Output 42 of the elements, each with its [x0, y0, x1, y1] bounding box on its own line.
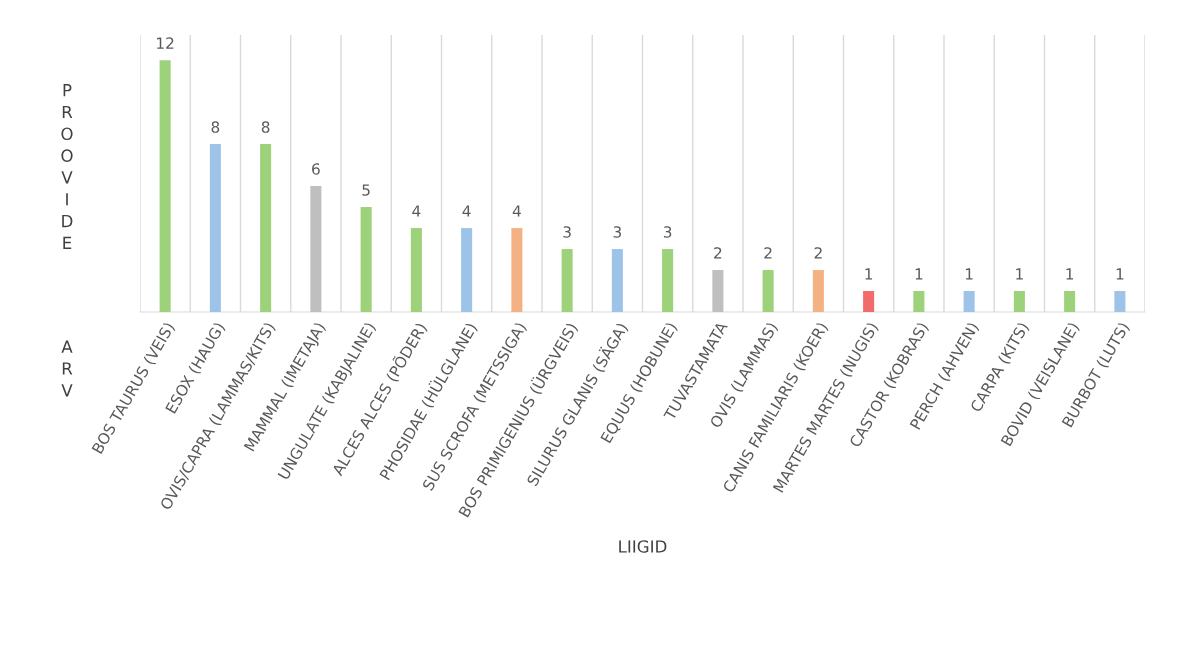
data-label: 4	[512, 205, 521, 217]
bar	[963, 291, 975, 312]
data-label: 1	[865, 268, 873, 280]
data-label: 12	[157, 37, 174, 49]
data-label: 1	[1066, 268, 1074, 280]
data-label: 4	[412, 205, 421, 217]
bar	[561, 249, 573, 312]
bar	[360, 207, 372, 312]
bar	[260, 144, 272, 312]
data-label: 3	[613, 226, 622, 238]
data-label: 8	[261, 121, 270, 133]
x-axis-title: LIIGID	[619, 540, 667, 553]
bar	[209, 144, 221, 312]
bar	[1114, 291, 1126, 312]
bar	[461, 228, 473, 312]
bar	[310, 186, 322, 312]
bar	[913, 291, 925, 312]
bar	[762, 270, 774, 312]
data-label: 4	[462, 205, 471, 217]
bar	[662, 249, 674, 312]
data-label: 6	[312, 163, 320, 175]
data-label: 2	[764, 247, 772, 259]
data-label: 1	[1116, 268, 1124, 280]
bar	[712, 270, 724, 312]
bar	[1064, 291, 1076, 312]
data-label: 8	[211, 121, 220, 133]
data-label: 3	[663, 226, 672, 238]
data-label: 1	[965, 268, 973, 280]
text: PROOVIDE ARV	[61, 84, 73, 397]
data-label: 5	[362, 184, 370, 196]
bar	[410, 228, 422, 312]
data-label: 1	[915, 268, 923, 280]
bar	[159, 60, 171, 312]
bar	[1013, 291, 1025, 312]
data-label: 2	[814, 247, 822, 259]
bar	[863, 291, 875, 312]
data-label: 2	[714, 247, 722, 259]
data-label: 3	[563, 226, 571, 238]
bar	[611, 249, 623, 312]
bar	[812, 270, 824, 312]
bar	[511, 228, 523, 312]
data-label: 1	[1016, 268, 1023, 280]
